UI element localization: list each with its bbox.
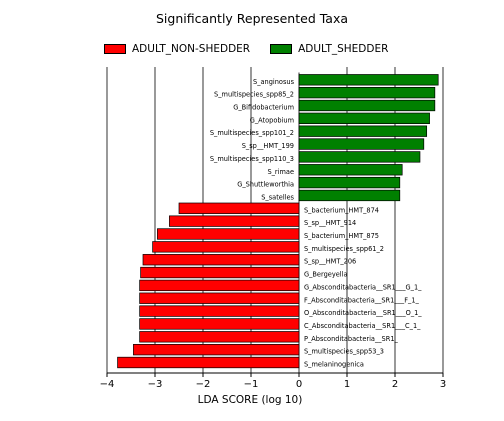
bar-label: G_Atopobium (250, 116, 294, 124)
bar-shedder (298, 125, 428, 137)
bar-label: P_Absconditabacteria__SR1_ (304, 335, 399, 343)
bar-label: S_satelles (261, 193, 294, 201)
bar-shedder (298, 164, 403, 176)
bar-non-shedder (142, 254, 300, 266)
x-tick-label: 3 (440, 379, 446, 390)
x-tick-label: −4 (100, 379, 115, 390)
bar-non-shedder (139, 318, 300, 330)
legend: ADULT_NON-SHEDDER ADULT_SHEDDER (104, 43, 408, 55)
bars (117, 74, 439, 369)
bar-label: F_Absconditabacteria__SR1___F_1_ (304, 296, 420, 304)
bar-shedder (298, 176, 401, 189)
bar-label: G_Absconditabacteria__SR1___G_1_ (304, 283, 422, 291)
x-axis-label: LDA SCORE (log 10) (198, 394, 303, 406)
bar-label: S_multispecies_spp61_2 (304, 245, 384, 253)
bar-shedder (298, 74, 439, 86)
bar-label: S_multispecies_spp101_2 (210, 129, 294, 137)
legend-swatch-non-shedder (104, 44, 126, 54)
bar-label: G_Bergeyella (304, 271, 348, 279)
x-tick-label: −3 (148, 379, 163, 390)
bar-label: S_anginosus (253, 78, 295, 86)
bar-label: C_Absconditabacteria__SR1___C_1_ (304, 322, 421, 330)
bar-label: S_sp__HMT_206 (304, 258, 356, 266)
x-tick-label: 2 (392, 379, 398, 390)
x-axis: −4 −3 −2 −1 0 1 2 3 (100, 372, 446, 390)
legend-item-non-shedder: ADULT_NON-SHEDDER (104, 43, 250, 55)
bar-label: S_melaninogenica (304, 361, 364, 369)
bar-shedder (298, 112, 430, 125)
x-tick-label: −2 (196, 379, 211, 390)
bar-label: S_bacterium_HMT_874 (304, 206, 379, 214)
bar-label: S_sp__HMT_199 (242, 142, 294, 150)
bar-non-shedder (178, 202, 300, 214)
bar-non-shedder (139, 292, 300, 304)
bar-non-shedder (133, 344, 300, 356)
bar-label: S_bacterium_HMT_875 (304, 232, 379, 240)
x-tick-label: −1 (244, 379, 259, 390)
bar-shedder (298, 99, 436, 112)
bar-label: S_multispecies_spp85_2 (214, 91, 294, 99)
bar-label: G_Bifidobacterium (233, 104, 294, 112)
legend-swatch-shedder (270, 44, 293, 54)
bar-shedder (298, 189, 401, 202)
bar-label: S_multispecies_spp110_3 (210, 155, 294, 163)
bar-non-shedder (139, 331, 300, 343)
x-tick-label: 0 (296, 379, 302, 390)
bar-label: S_sp__HMT_914 (304, 219, 356, 227)
legend-item-shedder: ADULT_SHEDDER (270, 43, 388, 55)
bar-label: G_Shuttleworthia (237, 181, 294, 189)
bar-non-shedder (140, 266, 300, 279)
legend-label-shedder: ADULT_SHEDDER (298, 43, 389, 55)
bar-non-shedder (139, 305, 300, 317)
bar-non-shedder (169, 215, 300, 227)
chart-title: Significantly Represented Taxa (155, 11, 349, 26)
bar-label: S_multispecies_spp53_3 (304, 348, 384, 356)
bar-non-shedder (117, 356, 300, 369)
x-tick-label: 1 (344, 379, 350, 390)
bar-shedder (298, 86, 436, 99)
bar-non-shedder (157, 228, 300, 240)
bar-shedder (298, 151, 421, 163)
legend-label-non-shedder: ADULT_NON-SHEDDER (132, 43, 251, 55)
bar-label: S_rimae (267, 168, 294, 176)
bar-shedder (298, 138, 425, 150)
bar-label: O_Absconditabacteria__SR1___O_1_ (304, 309, 422, 317)
bar-non-shedder (152, 241, 300, 253)
bar-non-shedder (139, 279, 300, 292)
bar-labels: S_anginosus S_multispecies_spp85_2 G_Bifid… (210, 78, 422, 369)
